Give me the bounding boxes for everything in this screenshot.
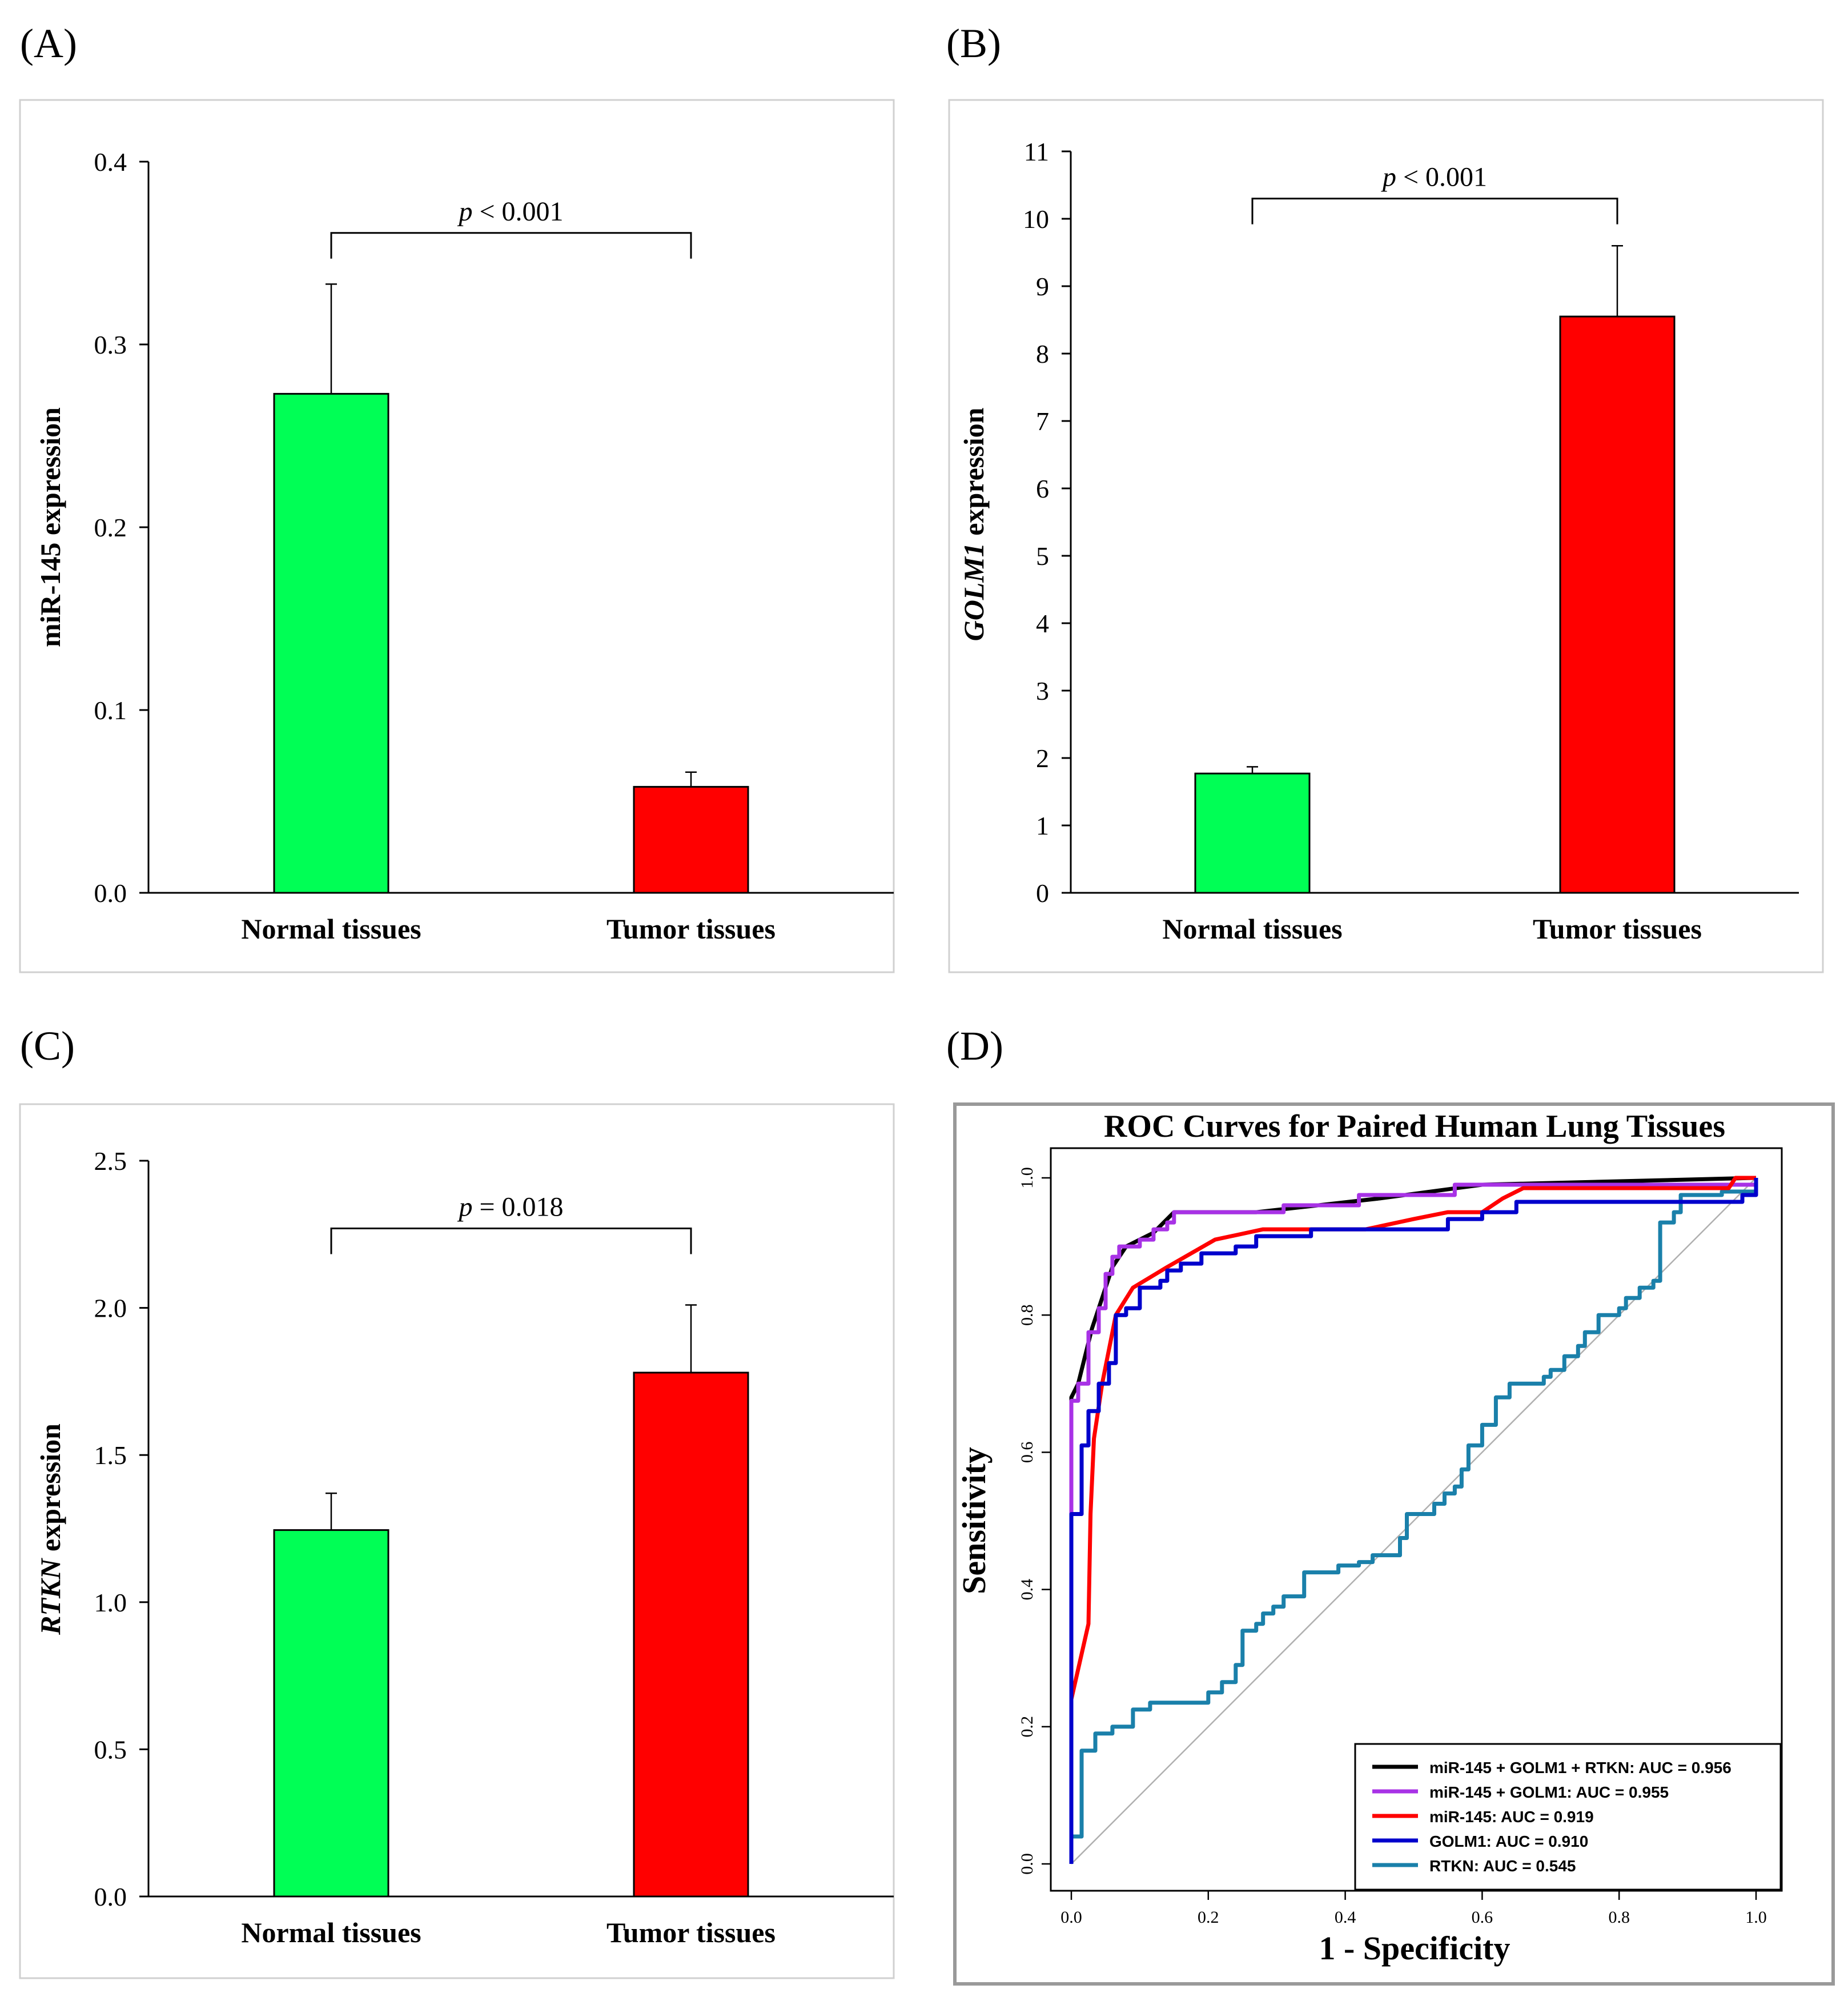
x-tick-label: 0.0 — [1060, 1908, 1082, 1927]
y-tick-label: 2 — [1036, 744, 1049, 773]
y-tick-label: 0.4 — [94, 147, 127, 177]
roc-chart: ROC Curves for Paired Human Lung Tissues… — [955, 1109, 1783, 1967]
y-tick-label: 10 — [1023, 204, 1049, 234]
y-tick-label: 9 — [1036, 272, 1049, 301]
x-tick-label: 0.8 — [1608, 1908, 1630, 1927]
p-value-annotation: p = 0.018 — [457, 1192, 563, 1222]
roc-curve-teal — [1069, 1178, 1758, 1864]
bar-tumor — [633, 785, 749, 894]
y-tick-label: 11 — [1024, 137, 1049, 166]
bar-normal — [273, 392, 389, 894]
panel-label-a: (A) — [20, 21, 77, 66]
legend-entry: miR-145: AUC = 0.919 — [1429, 1808, 1594, 1826]
significance-bracket — [330, 232, 692, 259]
y-tick-label: 3 — [1036, 676, 1049, 705]
category-label: Normal tissues — [241, 913, 421, 945]
roc-x-axis-label: 1 - Specificity — [1319, 1930, 1510, 1967]
panel-a-frame — [19, 99, 895, 973]
y-tick-label: 2.0 — [94, 1294, 127, 1323]
significance-bracket — [330, 1228, 692, 1254]
y-tick-label: 0.3 — [94, 330, 127, 359]
panel-label-d: (D) — [946, 1023, 1003, 1069]
bar-normal — [273, 1529, 389, 1898]
p-value-annotation: p < 0.001 — [1381, 162, 1487, 193]
category-label: Normal tissues — [1162, 913, 1342, 945]
x-tick-label: 1.0 — [1745, 1908, 1767, 1927]
roc-y-axis-label: Sensitivity — [955, 1447, 993, 1594]
legend-entry: GOLM1: AUC = 0.910 — [1429, 1832, 1588, 1850]
legend-box — [1354, 1743, 1782, 1891]
panel-label-b: (B) — [946, 21, 1001, 66]
y-tick-label: 0.6 — [1018, 1442, 1037, 1463]
category-label: Normal tissues — [241, 1916, 421, 1948]
bar-chart-a: 0.0 0.1 0.2 0.3 0.4 miR-145 expression Normal … — [34, 147, 894, 945]
bar-chart-b: 0 1 2 3 4 5 6 7 8 9 10 11 GOLM1 expression Normal tis… — [958, 137, 1799, 945]
category-label: Tumor tissues — [606, 913, 776, 945]
bar-tumor — [1559, 315, 1676, 894]
y-tick-label: 0.5 — [94, 1735, 127, 1764]
category-label: Tumor tissues — [1533, 913, 1702, 945]
roc-curve-blue — [1069, 1178, 1758, 1864]
bar-chart-c: 0.0 0.5 1.0 1.5 2.0 2.5 RTKN expression Normal … — [34, 1146, 894, 1948]
y-tick-label: 0.2 — [1018, 1716, 1037, 1738]
category-label: Tumor tissues — [606, 1916, 776, 1948]
panel-d-frame — [953, 1102, 1835, 1986]
panel-b-frame — [948, 99, 1824, 973]
y-tick-label: 5 — [1036, 542, 1049, 571]
y-tick-label: 0.0 — [94, 879, 127, 908]
roc-title: ROC Curves for Paired Human Lung Tissues — [1104, 1109, 1725, 1144]
y-tick-label: 0.0 — [1018, 1853, 1037, 1875]
y-tick-label: 1 — [1036, 811, 1049, 840]
y-tick-label: 0.1 — [94, 696, 127, 725]
y-tick-label: 1.5 — [94, 1441, 127, 1470]
y-tick-label: 0.2 — [94, 513, 127, 542]
x-tick-label: 0.4 — [1335, 1908, 1356, 1927]
roc-plot-area: 0.0 0.2 0.4 0.6 0.8 1.0 0.0 0.2 0.4 0.6 0.8 1.0 — [1018, 1147, 1783, 1927]
y-tick-label: 0 — [1036, 879, 1049, 908]
y-axis-label: RTKN expression — [34, 1423, 66, 1635]
bar-normal — [1194, 772, 1311, 894]
reference-diagonal — [1071, 1177, 1757, 1864]
y-tick-label: 6 — [1036, 474, 1049, 503]
legend-entry: RTKN: AUC = 0.545 — [1429, 1857, 1576, 1875]
y-tick-label: 1.0 — [1018, 1167, 1037, 1189]
y-tick-label: 0.8 — [1018, 1304, 1037, 1326]
legend-entry: miR-145 + GOLM1 + RTKN: AUC = 0.956 — [1429, 1759, 1732, 1777]
panel-label-c: (C) — [20, 1023, 75, 1069]
x-tick-label: 0.2 — [1198, 1908, 1219, 1927]
y-tick-label: 8 — [1036, 339, 1049, 368]
x-tick-label: 0.6 — [1472, 1908, 1493, 1927]
y-axis-label: GOLM1 expression — [958, 407, 990, 641]
y-tick-label: 1.0 — [94, 1588, 127, 1617]
panel-c-frame — [19, 1103, 895, 1979]
y-tick-label: 0.0 — [94, 1882, 127, 1911]
p-value-annotation: p < 0.001 — [457, 197, 563, 227]
y-axis-label: miR-145 expression — [34, 407, 66, 647]
roc-legend: miR-145 + GOLM1 + RTKN: AUC = 0.956 miR-1… — [1354, 1743, 1782, 1891]
roc-curve-purple — [1069, 1178, 1758, 1864]
roc-curve-red — [1069, 1176, 1756, 1700]
legend-entry: miR-145 + GOLM1: AUC = 0.955 — [1429, 1783, 1669, 1801]
y-tick-label: 2.5 — [94, 1146, 127, 1176]
y-tick-label: 7 — [1036, 407, 1049, 436]
y-tick-label: 0.4 — [1018, 1579, 1037, 1601]
bar-tumor — [633, 1372, 749, 1898]
roc-plot-border — [1050, 1147, 1783, 1892]
y-tick-label: 4 — [1036, 609, 1049, 638]
significance-bracket — [1251, 198, 1618, 224]
